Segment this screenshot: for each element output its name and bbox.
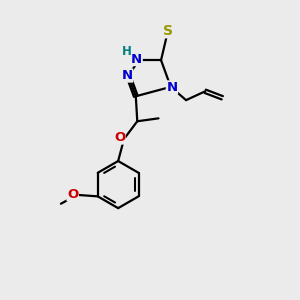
Text: O: O — [114, 131, 125, 144]
Text: H: H — [122, 46, 131, 59]
Text: O: O — [67, 188, 78, 201]
Text: N: N — [167, 81, 178, 94]
Text: S: S — [164, 24, 173, 38]
Text: N: N — [122, 69, 133, 82]
Text: N: N — [131, 52, 142, 65]
